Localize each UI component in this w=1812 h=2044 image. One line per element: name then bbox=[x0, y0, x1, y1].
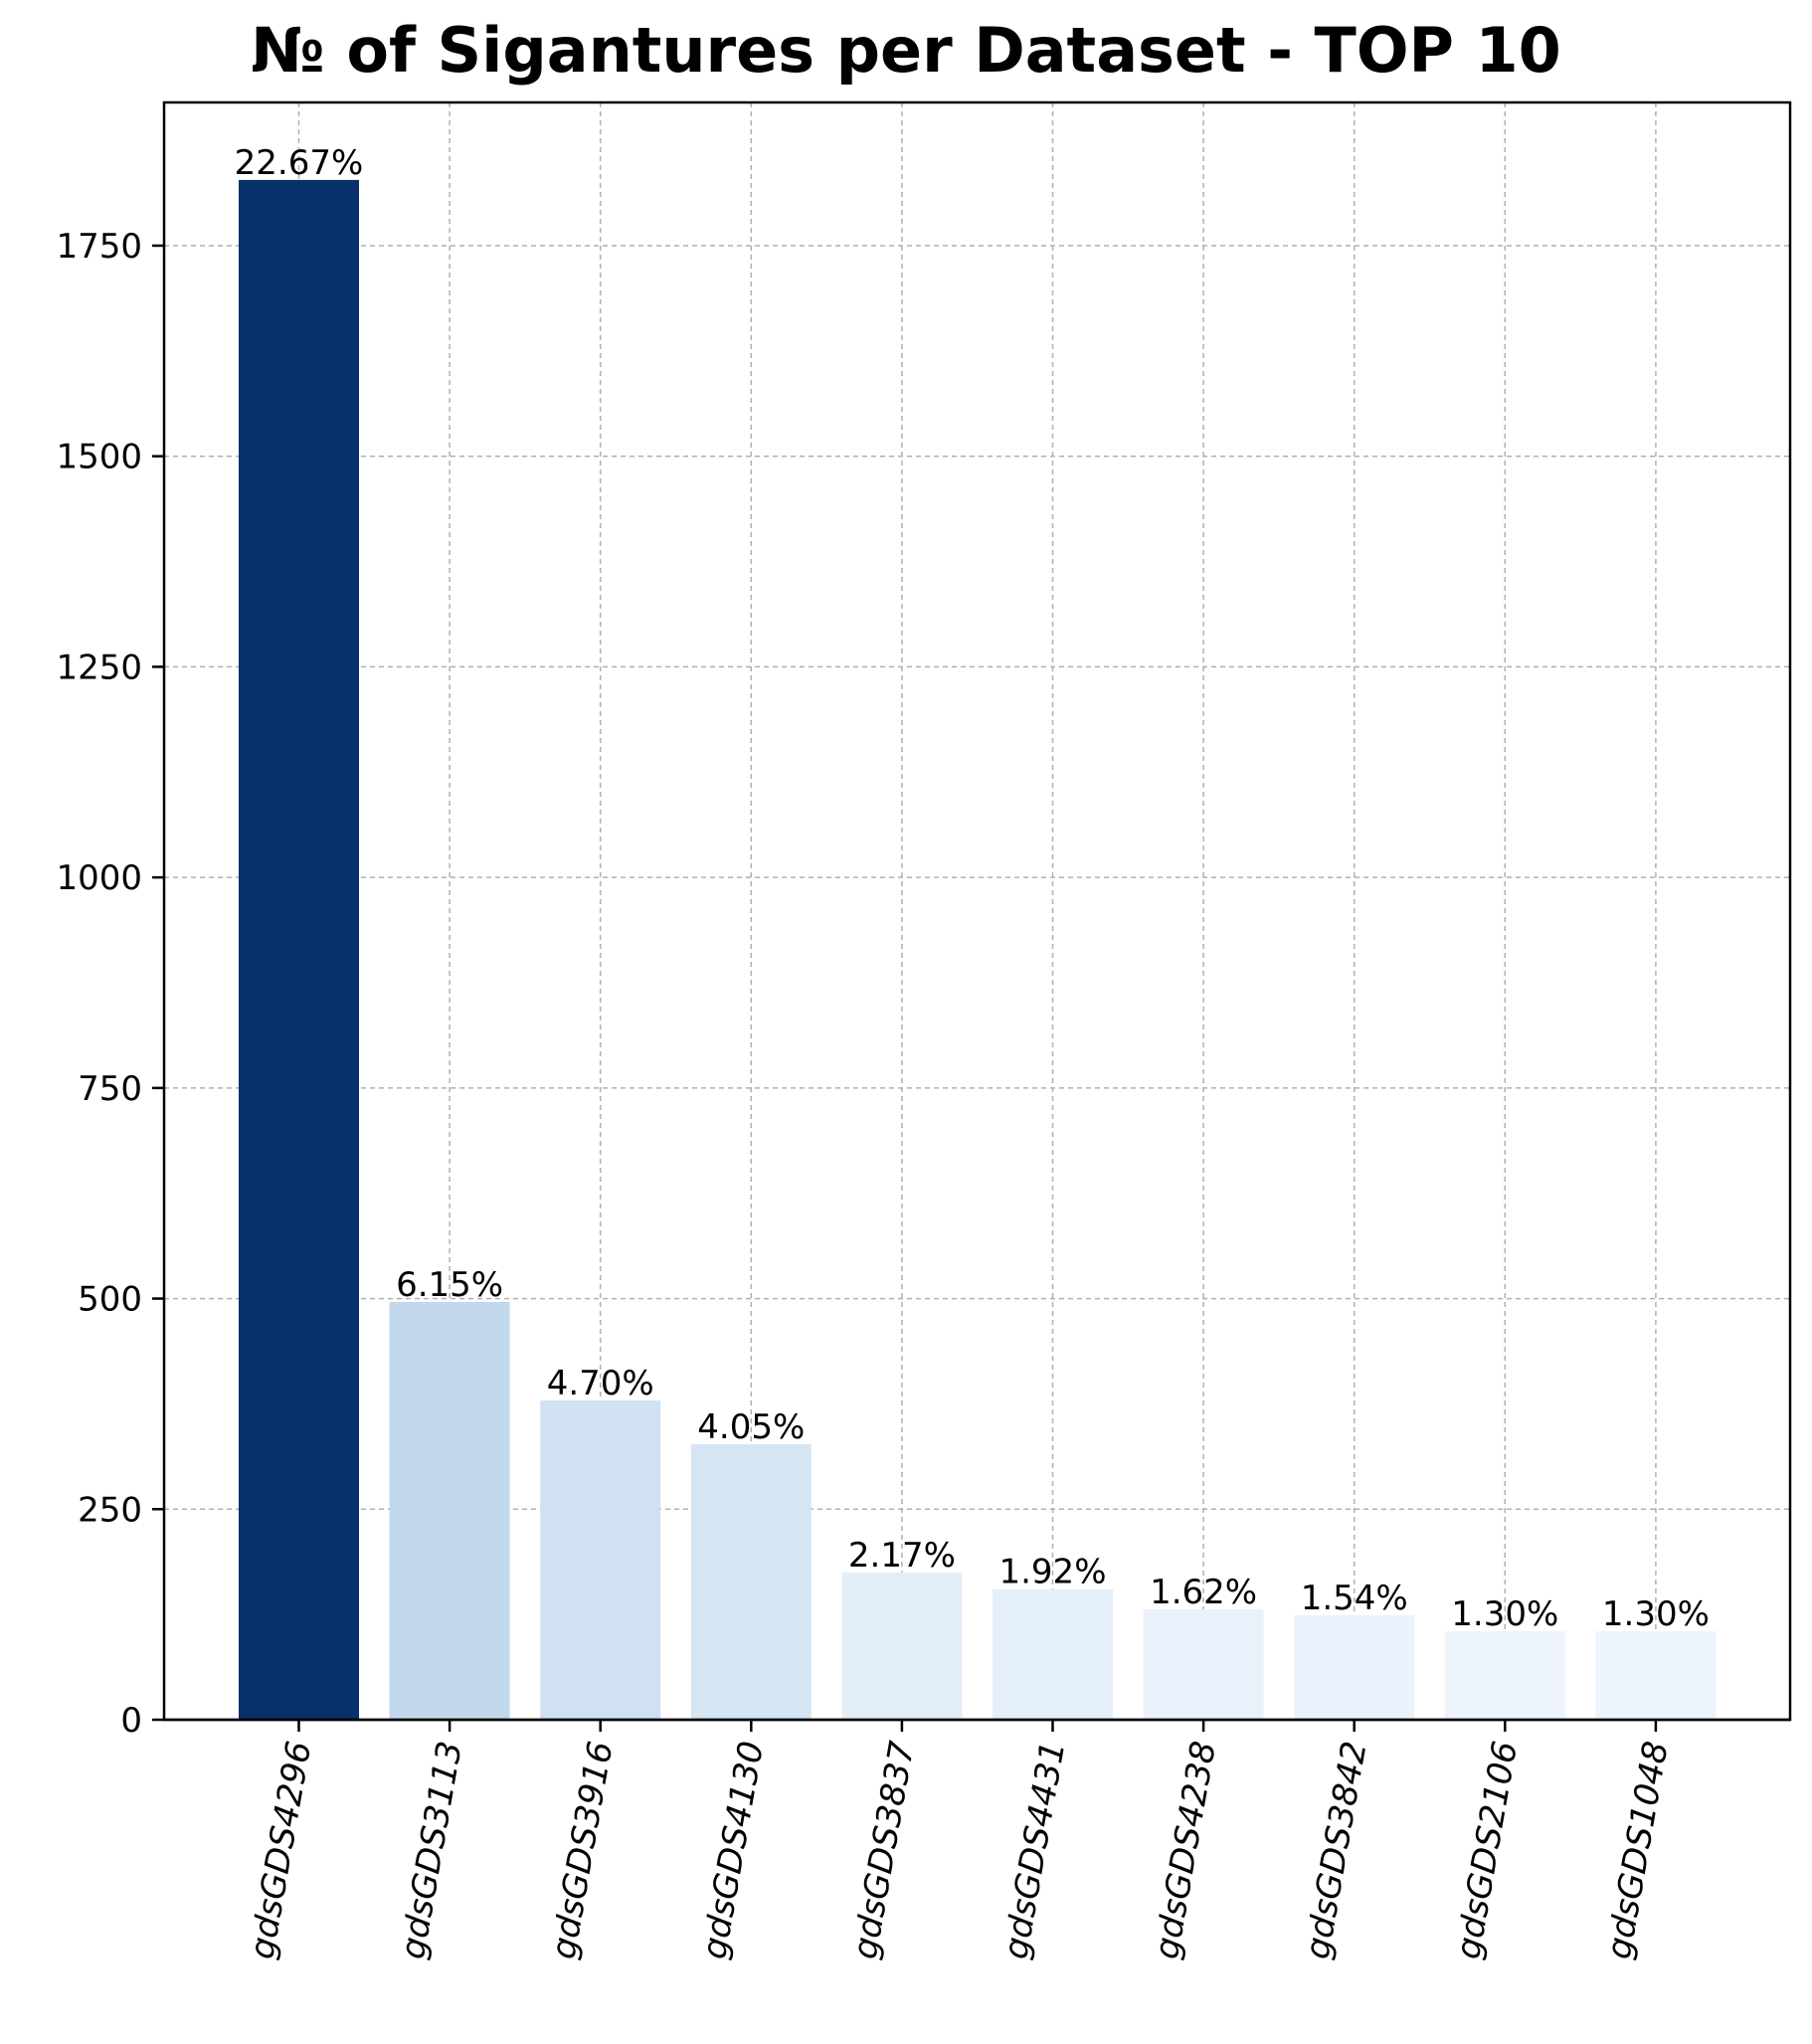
x-tick-label: gdsGDS4431 bbox=[997, 1739, 1074, 1962]
bar bbox=[690, 1444, 812, 1720]
x-tick-label: gdsGDS4296 bbox=[243, 1739, 320, 1962]
y-tick-label: 1750 bbox=[56, 227, 142, 267]
bar-data-label: 1.30% bbox=[1451, 1594, 1558, 1634]
chart-title: № of Sigantures per Dataset - TOP 10 bbox=[251, 14, 1561, 87]
bar-data-label: 22.67% bbox=[235, 143, 364, 183]
grid-lines bbox=[164, 102, 1790, 1720]
data-labels: 22.67% 6.15% 4.70% 4.05% 2.17% 1.92% 1.62% 1.54… bbox=[235, 143, 1710, 1634]
bar-data-label: 1.62% bbox=[1150, 1573, 1257, 1612]
x-axis-ticks: gdsGDS4296 gdsGDS3113 gdsGDS3916 gdsGDS4130… bbox=[164, 1718, 1790, 1962]
x-tick-label: gdsGDS3837 bbox=[845, 1738, 923, 1961]
y-tick-label: 1250 bbox=[56, 648, 142, 687]
bar bbox=[389, 1301, 510, 1720]
x-tick-label: gdsGDS3842 bbox=[1298, 1739, 1375, 1962]
bars bbox=[239, 179, 1717, 1721]
bar-data-label: 2.17% bbox=[848, 1536, 956, 1576]
bar-data-label: 1.54% bbox=[1301, 1579, 1408, 1618]
x-tick-label: gdsGDS4130 bbox=[694, 1739, 772, 1962]
y-tick-label: 750 bbox=[78, 1069, 142, 1109]
bar-data-label: 4.05% bbox=[697, 1407, 805, 1447]
bar bbox=[1444, 1631, 1565, 1720]
y-tick-label: 500 bbox=[78, 1280, 142, 1320]
bar bbox=[1294, 1614, 1415, 1720]
bar-data-label: 6.15% bbox=[396, 1265, 503, 1305]
bar bbox=[1143, 1609, 1264, 1720]
bar bbox=[1595, 1631, 1717, 1720]
x-tick-label: gdsGDS3916 bbox=[544, 1739, 622, 1962]
bar bbox=[540, 1400, 661, 1720]
bar bbox=[239, 179, 359, 1721]
x-tick-label: gdsGDS2106 bbox=[1448, 1739, 1526, 1962]
y-tick-label: 1000 bbox=[56, 858, 142, 898]
y-tick-label: 0 bbox=[120, 1701, 142, 1741]
bar bbox=[993, 1588, 1113, 1720]
x-tick-label: gdsGDS3113 bbox=[393, 1739, 470, 1962]
y-tick-label: 250 bbox=[78, 1490, 142, 1530]
y-tick-label: 1500 bbox=[56, 438, 142, 477]
plot-frame bbox=[162, 100, 1792, 1722]
y-axis-ticks: 0 250 500 750 1000 1250 1500 1750 bbox=[56, 227, 164, 1741]
x-tick-label: gdsGDS1048 bbox=[1599, 1739, 1677, 1962]
bar-data-label: 4.70% bbox=[547, 1364, 654, 1403]
bar bbox=[841, 1572, 963, 1720]
bar-data-label: 1.30% bbox=[1602, 1594, 1710, 1634]
bar-data-label: 1.92% bbox=[998, 1553, 1106, 1592]
x-tick-label: gdsGDS4238 bbox=[1147, 1739, 1224, 1962]
